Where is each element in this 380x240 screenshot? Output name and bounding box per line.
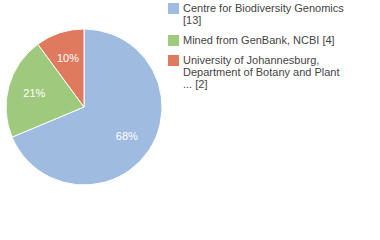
data-labels: 68% 21% 10% — [23, 52, 138, 141]
legend-swatch — [168, 35, 179, 46]
pie — [6, 29, 162, 185]
legend-label: Centre for Biodiversity Genomics[13] — [183, 2, 344, 26]
legend: Centre for Biodiversity Genomics[13] Mine… — [168, 2, 344, 90]
legend-swatch — [168, 3, 179, 14]
legend-swatch — [168, 55, 179, 66]
chart: 68% 21% 10% Centre for Biodiversity Genomic… — [0, 0, 380, 240]
legend-label: University of Johannesburg,Department of… — [183, 54, 340, 90]
data-label: 10% — [57, 52, 79, 64]
data-label: 21% — [23, 87, 45, 99]
data-label: 68% — [116, 130, 138, 142]
legend-label: Mined from GenBank, NCBI [4] — [183, 34, 335, 46]
